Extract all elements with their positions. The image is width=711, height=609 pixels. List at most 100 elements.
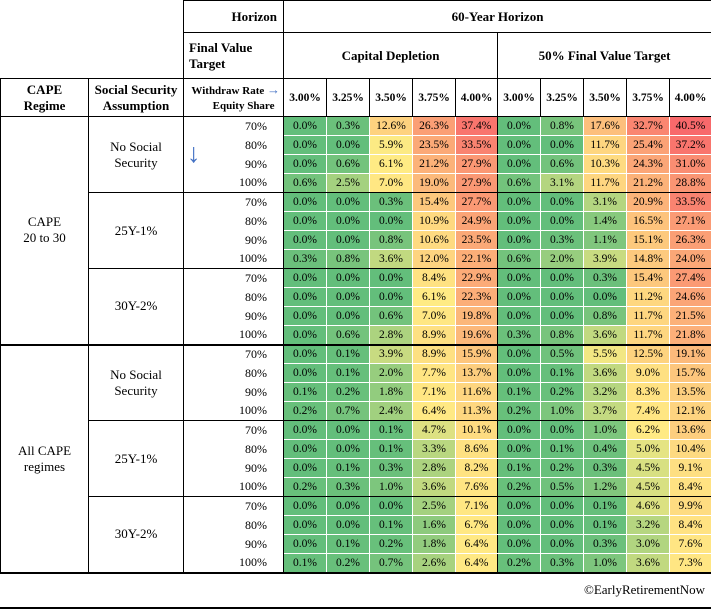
failure-rate-cell: 0.5% <box>540 477 584 497</box>
failure-rate-cell: 2.6% <box>412 553 456 574</box>
failure-rate-cell: 0.0% <box>326 306 370 326</box>
failure-rate-cell: 1.0% <box>583 553 627 574</box>
failure-rate-cell: 0.1% <box>497 382 541 402</box>
failure-rate-cell: 3.6% <box>369 249 413 269</box>
failure-rate-cell: 13.6% <box>669 420 711 440</box>
failure-rate-cell: 0.0% <box>369 268 413 288</box>
failure-rate-cell: 19.6% <box>455 325 498 346</box>
cape-regime-label: CAPE 20 to 30 <box>0 116 89 346</box>
withdraw-rate-header: 3.00% <box>283 78 327 117</box>
withdraw-rate-right-arrow-icon: → <box>267 81 280 97</box>
results-table: Horizon 60-Year Horizon Final Value Target… <box>0 0 711 574</box>
failure-rate-cell: 28.8% <box>669 173 711 193</box>
failure-rate-cell: 2.4% <box>369 401 413 421</box>
failure-rate-cell: 0.0% <box>283 116 327 136</box>
failure-rate-cell: 1.1% <box>583 230 627 250</box>
equity-share-label: 100% <box>183 173 284 193</box>
failure-rate-cell: 0.8% <box>326 249 370 269</box>
failure-rate-cell: 0.0% <box>497 515 541 535</box>
failure-rate-cell: 9.1% <box>669 458 711 478</box>
failure-rate-cell: 0.1% <box>540 439 584 459</box>
failure-rate-cell: 0.0% <box>497 268 541 288</box>
failure-rate-cell: 11.3% <box>455 401 498 421</box>
table-row: All CAPE regimes No Social Security 70% 0.0… <box>0 344 711 574</box>
social-security-assumption-label: 30Y-2% <box>88 496 184 574</box>
social-security-assumption-label: 30Y-2% <box>88 268 184 346</box>
failure-rate-cell: 11.7% <box>626 306 670 326</box>
failure-rate-cell: 22.1% <box>455 249 498 269</box>
failure-rate-cell: 10.6% <box>412 230 456 250</box>
social-security-assumption-label: 25Y-1% <box>88 420 184 497</box>
failure-rate-cell: 9.9% <box>669 496 711 516</box>
withdraw-rate-header: 3.50% <box>583 78 627 117</box>
failure-rate-cell: 0.0% <box>326 230 370 250</box>
table-row: 30Y-2% 70% 0.0% 0.0% 0.0% 8.4% 22.9% 0.0% 0.0% 0.… <box>1 268 711 346</box>
failure-rate-cell: 0.0% <box>540 135 584 155</box>
equity-share-label: 70% <box>183 192 284 212</box>
failure-rate-cell: 0.0% <box>540 268 584 288</box>
failure-rate-cell: 33.5% <box>669 192 711 212</box>
failure-rate-cell: 0.0% <box>283 230 327 250</box>
failure-rate-cell: 7.4% <box>626 401 670 421</box>
failure-rate-cell: 17.6% <box>583 116 627 136</box>
equity-share-label: 90% <box>183 458 284 478</box>
failure-rate-cell: 0.0% <box>369 211 413 231</box>
failure-rate-cell: 4.7% <box>412 420 456 440</box>
failure-rate-cell: 27.9% <box>455 173 498 193</box>
failure-rate-cell: 19.8% <box>455 306 498 326</box>
withdraw-equity-header: Withdraw Rate → Equity Share <box>183 78 284 117</box>
failure-rate-cell: 3.0% <box>626 534 670 554</box>
failure-rate-cell: 3.1% <box>540 173 584 193</box>
failure-rate-cell: 7.7% <box>412 363 456 383</box>
social-security-assumption-label: 25Y-1% <box>88 192 184 269</box>
failure-rate-cell: 2.8% <box>369 325 413 346</box>
social-security-assumption-label: No Social Security <box>88 116 184 193</box>
failure-rate-cell: 7.1% <box>455 496 498 516</box>
failure-rate-cell: 0.0% <box>540 192 584 212</box>
equity-share-label: 90% <box>183 534 284 554</box>
table-row: 100% 0.1% 0.2% 0.7% 2.6% 6.4% 0.2% 0.3% 1.0% 3.6%… <box>1 553 711 574</box>
failure-rate-cell: 0.0% <box>540 287 584 307</box>
table-row: 25Y-1% 70% 0.0% 0.0% 0.1% 4.7% 10.1% 0.0% 0.0% 1.… <box>1 420 711 497</box>
failure-rate-cell: 13.7% <box>455 363 498 383</box>
equity-share-label: 70% <box>183 344 284 364</box>
failure-rate-cell: 0.2% <box>540 458 584 478</box>
failure-rate-cell: 0.3% <box>326 116 370 136</box>
table-row: 80% 0.0% 0.0% 0.1% 3.3% 8.6% 0.0% 0.1% 0.4% 5.0% 1… <box>1 439 711 459</box>
failure-rate-cell: 2.5% <box>326 173 370 193</box>
failure-rate-cell: 19.1% <box>669 344 711 364</box>
failure-rate-cell: 0.0% <box>497 192 541 212</box>
equity-share-label: 90% <box>183 306 284 326</box>
failure-rate-cell: 1.6% <box>412 515 456 535</box>
failure-rate-cell: 32.7% <box>626 116 670 136</box>
failure-rate-cell: 0.6% <box>326 154 370 174</box>
failure-rate-cell: 23.5% <box>455 230 498 250</box>
failure-rate-cell: 27.7% <box>455 192 498 212</box>
failure-rate-cell: 0.1% <box>283 382 327 402</box>
table-row: 90% 0.0% 0.6% 6.1% 21.2% 27.9% 0.0% 0.6% 10.3% 24… <box>1 154 711 174</box>
table-row: 90% 0.1% 0.2% 1.8% 7.1% 11.6% 0.1% 0.2% 3.2% 8.3%… <box>1 382 711 402</box>
failure-rate-cell: 0.1% <box>540 363 584 383</box>
failure-rate-cell: 8.4% <box>412 268 456 288</box>
column-group-capital-depletion: Capital Depletion <box>283 32 498 79</box>
failure-rate-cell: 8.9% <box>412 344 456 364</box>
withdraw-rate-header: 4.00% <box>668 78 711 117</box>
failure-rate-cell: 15.9% <box>455 344 498 364</box>
social-security-assumption-label: No Social Security <box>88 344 184 421</box>
equity-share-label: 90% <box>183 230 284 250</box>
failure-rate-cell: 0.0% <box>497 439 541 459</box>
failure-rate-cell: 3.3% <box>412 439 456 459</box>
failure-rate-cell: 0.4% <box>583 439 627 459</box>
failure-rate-cell: 21.8% <box>669 325 711 346</box>
table-row: 80% 0.0% 0.0% 0.0% 6.1% 22.3% 0.0% 0.0% 0.0% 11.2… <box>1 287 711 307</box>
failure-rate-cell: 0.6% <box>326 325 370 346</box>
failure-rate-cell: 3.2% <box>583 382 627 402</box>
failure-rate-cell: 0.0% <box>326 439 370 459</box>
table-row: 30Y-2% 70% 0.0% 0.0% 0.0% 2.5% 7.1% 0.0% 0.0% 0.1… <box>1 496 711 574</box>
failure-rate-cell: 0.0% <box>540 496 584 516</box>
equity-share-label: 100% <box>183 477 284 497</box>
failure-rate-cell: 2.0% <box>540 249 584 269</box>
failure-rate-cell: 15.4% <box>412 192 456 212</box>
failure-rate-cell: 3.7% <box>583 401 627 421</box>
failure-rate-cell: 26.3% <box>412 116 456 136</box>
